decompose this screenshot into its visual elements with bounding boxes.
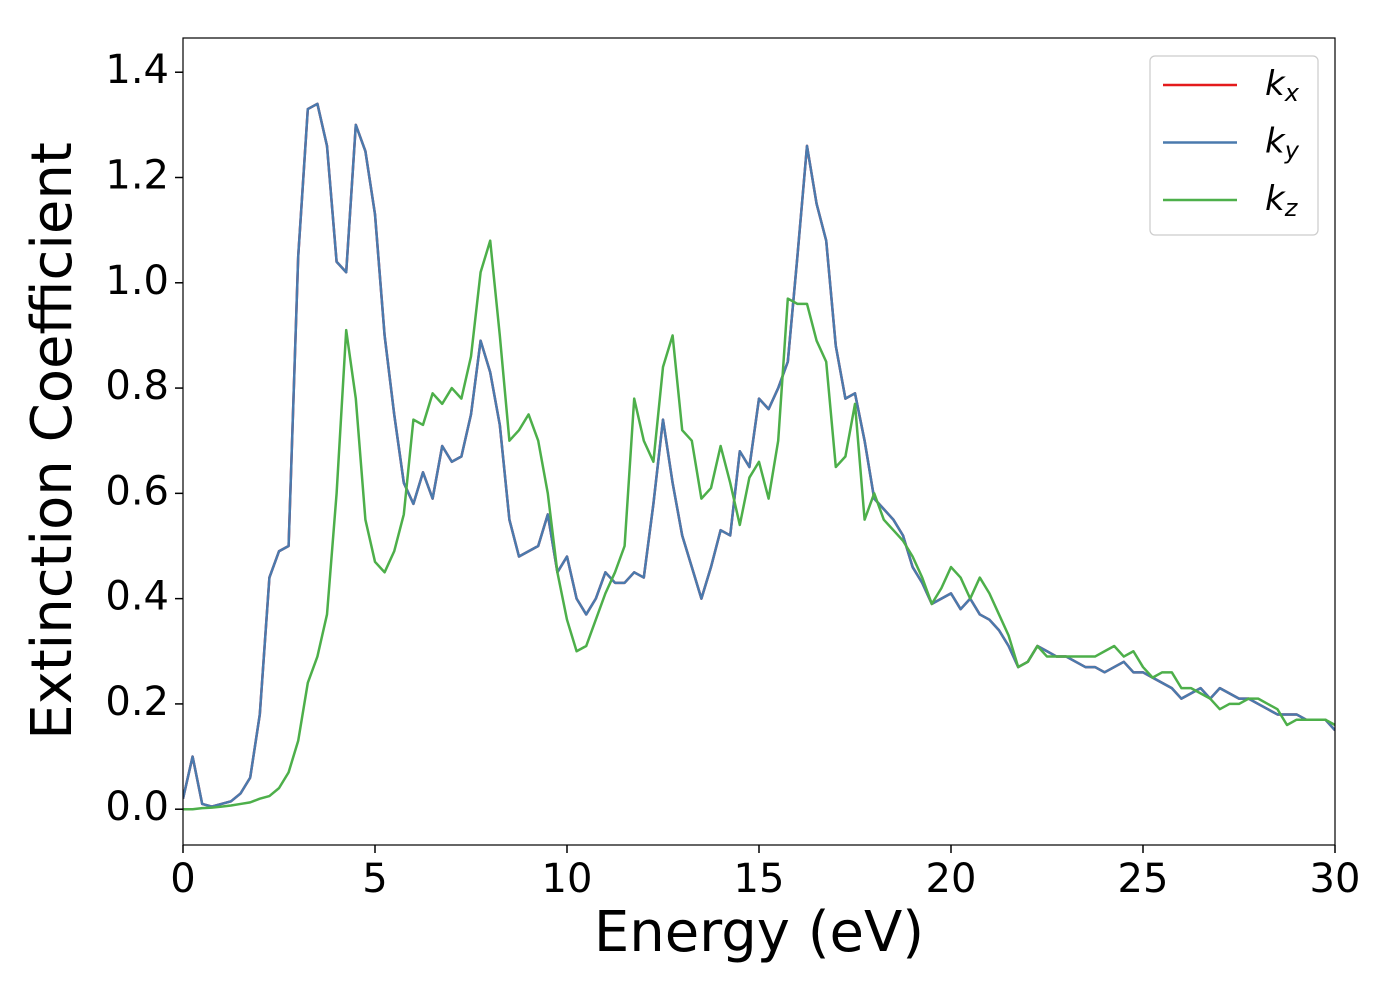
- y-tick-label: 1.2: [105, 153, 169, 199]
- legend-label: kx: [1265, 64, 1300, 108]
- plot-frame: [182, 37, 1336, 846]
- legend-label: kz: [1265, 179, 1299, 223]
- y-tick-label: 0.0: [105, 784, 169, 830]
- x-tick-label: 25: [1118, 856, 1169, 902]
- x-tick-label: 20: [926, 856, 977, 902]
- x-tick-label: 5: [362, 856, 387, 902]
- y-axis-label: Extinction Coefficient: [20, 142, 85, 740]
- y-tick-label: 0.4: [105, 574, 169, 620]
- x-tick-label: 10: [542, 856, 593, 902]
- y-tick-label: 0.6: [105, 468, 169, 514]
- x-tick-label: 0: [170, 856, 195, 902]
- y-tick-label: 1.0: [105, 258, 169, 304]
- x-tick-label: 30: [1310, 856, 1361, 902]
- legend-box: [1149, 55, 1319, 236]
- series-line: [183, 102, 1335, 808]
- legend-label: ky: [1265, 121, 1300, 165]
- x-tick-label: 15: [734, 856, 785, 902]
- y-tick-label: 1.4: [105, 47, 169, 93]
- y-tick-label: 0.8: [105, 363, 169, 409]
- series-line: [183, 239, 1335, 811]
- y-tick-label: 0.2: [105, 679, 169, 725]
- x-axis-label: Energy (eV): [594, 900, 924, 965]
